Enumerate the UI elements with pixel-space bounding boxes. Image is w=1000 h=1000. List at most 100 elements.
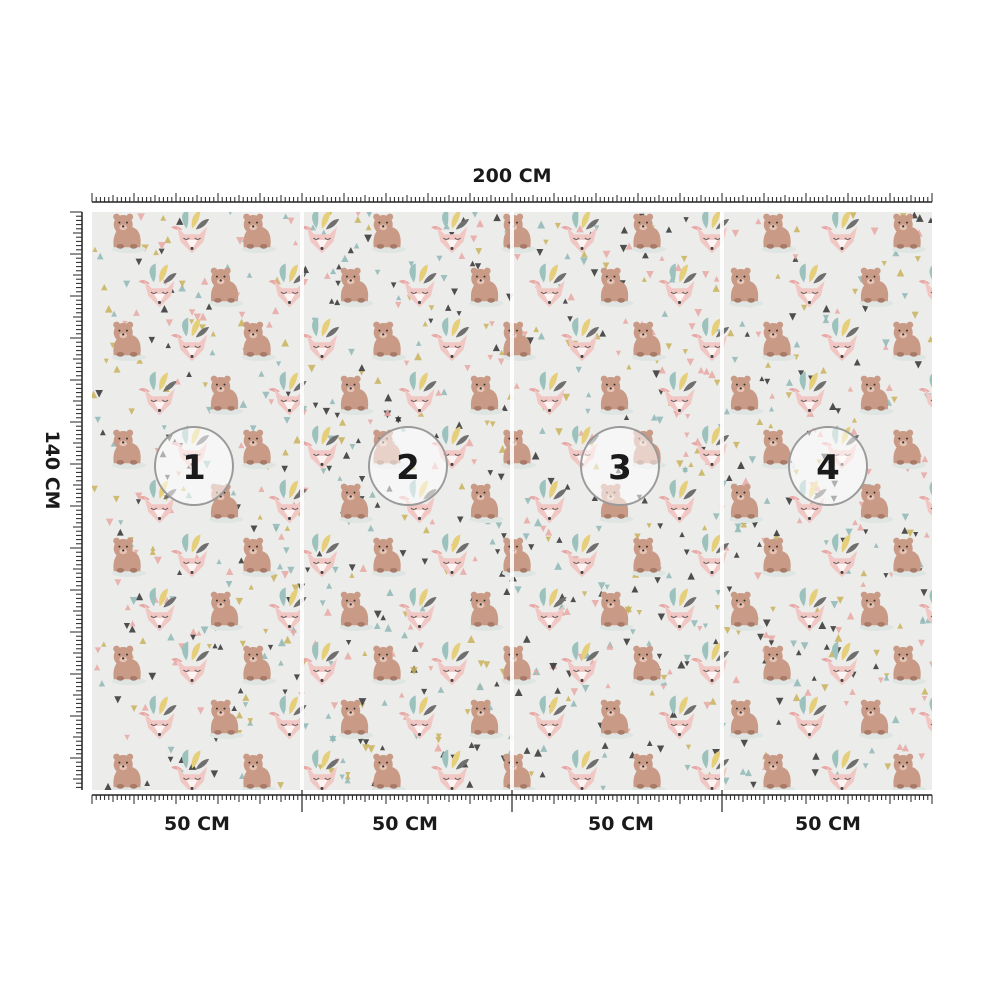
triangle-confetti — [476, 219, 484, 228]
triangle-confetti — [901, 293, 908, 300]
triangle-confetti — [467, 635, 476, 643]
triangle-confetti — [567, 292, 575, 301]
triangle-confetti — [302, 723, 309, 730]
triangle-confetti — [341, 254, 349, 263]
triangle-confetti — [160, 305, 169, 313]
triangle-confetti — [178, 284, 186, 292]
triangle-confetti — [242, 702, 249, 708]
triangle-confetti — [247, 718, 254, 724]
triangle-confetti — [534, 748, 542, 757]
triangle-confetti — [261, 652, 268, 660]
feather-icon — [962, 210, 968, 229]
panel-1-circle — [154, 426, 234, 506]
fox-icon — [528, 479, 567, 524]
fox-icon — [951, 210, 989, 254]
triangle-confetti — [283, 635, 292, 644]
triangle-confetti — [703, 701, 712, 710]
triangle-confetti — [687, 572, 695, 580]
triangle-confetti — [316, 550, 323, 557]
triangle-confetti — [94, 664, 101, 671]
feather-icon — [409, 695, 416, 715]
triangle-confetti — [835, 408, 842, 414]
bear-icon — [631, 645, 666, 685]
triangle-confetti — [342, 451, 351, 459]
triangle-confetti — [167, 633, 175, 641]
triangle-confetti — [556, 536, 563, 543]
bear-icon — [599, 699, 634, 739]
triangle-confetti — [330, 268, 337, 275]
triangle-confetti — [267, 644, 274, 651]
triangle-confetti — [423, 526, 430, 534]
feather-icon — [442, 641, 449, 661]
triangle-confetti — [775, 697, 784, 706]
triangle-confetti — [386, 588, 394, 597]
triangle-confetti — [821, 684, 829, 692]
triangle-confetti — [456, 311, 462, 317]
triangle-confetti — [873, 542, 879, 548]
triangle-confetti — [625, 242, 633, 250]
total-height-label: 140 CM — [41, 430, 63, 509]
triangle-confetti — [167, 756, 174, 763]
bear-icon — [989, 808, 1000, 847]
triangle-confetti — [768, 423, 774, 429]
triangle-confetti — [540, 744, 548, 752]
bear-icon — [989, 700, 1000, 739]
triangle-confetti — [688, 323, 696, 331]
triangle-confetti — [514, 586, 522, 594]
triangle-confetti — [850, 427, 858, 435]
triangle-confetti — [189, 319, 195, 325]
triangle-confetti — [458, 482, 466, 490]
triangle-confetti — [891, 396, 898, 404]
bear-icon — [339, 808, 373, 847]
fox-icon — [561, 749, 600, 790]
triangle-confetti — [901, 744, 910, 752]
feather-icon — [669, 695, 676, 715]
triangle-confetti — [421, 558, 429, 565]
fox-icon — [918, 373, 932, 408]
feather-icon — [312, 533, 319, 553]
triangle-confetti — [843, 701, 849, 707]
triangle-confetti — [585, 408, 591, 415]
triangle-confetti — [575, 366, 582, 374]
triangle-confetti — [408, 261, 415, 268]
bear-icon — [241, 645, 276, 685]
triangle-confetti — [526, 337, 534, 346]
triangle-confetti — [646, 523, 652, 529]
bottom-ruler — [91, 790, 933, 812]
triangle-confetti — [683, 654, 691, 662]
triangle-confetti — [545, 536, 552, 543]
triangle-confetti — [498, 445, 507, 453]
triangle-confetti — [340, 757, 346, 764]
triangle-confetti — [112, 495, 120, 503]
triangle-confetti — [896, 743, 904, 750]
triangle-confetti — [348, 348, 355, 356]
bear-icon — [469, 699, 504, 739]
triangle-confetti — [713, 379, 721, 387]
panel-4-number: 4 — [816, 448, 840, 488]
feather-icon — [962, 318, 968, 337]
triangle-confetti — [652, 370, 661, 379]
triangle-confetti — [615, 350, 622, 357]
triangle-confetti — [231, 705, 237, 711]
triangle-confetti — [823, 643, 830, 650]
triangle-confetti — [882, 339, 890, 348]
triangle-confetti — [533, 326, 540, 333]
bear-icon — [631, 321, 666, 361]
triangle-confetti — [483, 661, 491, 669]
triangle-confetti — [921, 455, 929, 463]
panel-1-badge: 1 — [154, 426, 234, 506]
triangle-confetti — [235, 597, 244, 606]
triangle-confetti — [764, 378, 771, 385]
bear-icon — [761, 645, 796, 685]
triangle-confetti — [354, 216, 362, 223]
bear-icon — [891, 429, 926, 469]
triangle-confetti — [676, 460, 684, 468]
triangle-confetti — [901, 527, 909, 534]
triangle-confetti — [271, 306, 280, 315]
triangle-confetti — [685, 744, 692, 750]
triangle-confetti — [123, 280, 131, 288]
triangle-confetti — [702, 271, 710, 279]
triangle-confetti — [239, 640, 246, 647]
triangle-confetti — [860, 569, 867, 577]
feather-icon — [702, 533, 709, 553]
